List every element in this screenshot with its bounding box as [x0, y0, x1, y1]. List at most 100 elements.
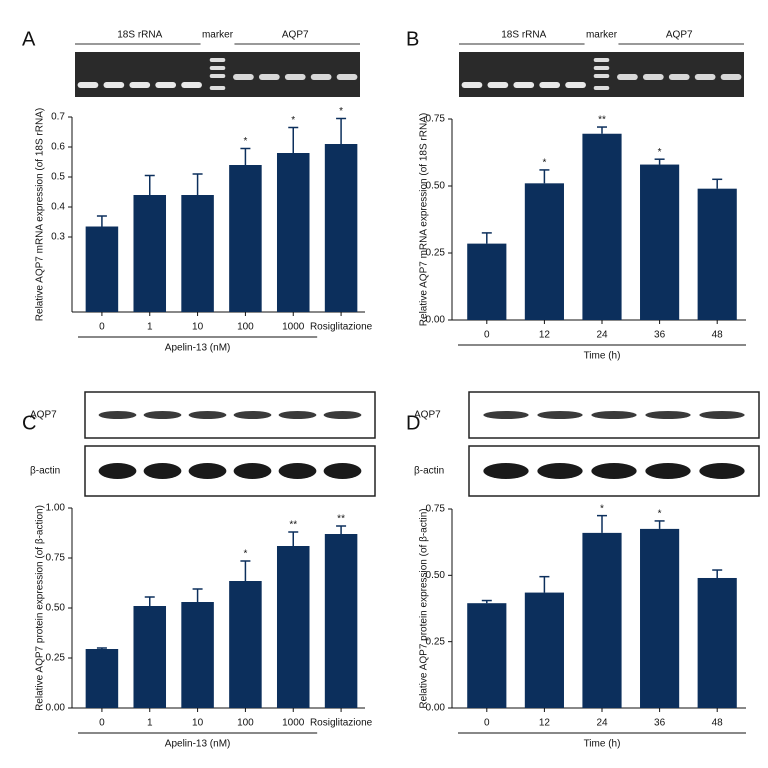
blot-band — [591, 411, 637, 419]
blot-band — [699, 463, 745, 479]
y-tick-label: 0.3 — [51, 232, 65, 243]
x-tick-label: 36 — [654, 330, 666, 341]
significance: * — [339, 106, 343, 117]
y-tick-label: 0.50 — [426, 181, 446, 192]
x-tick-label: 12 — [539, 330, 551, 341]
marker-band — [209, 86, 226, 90]
x-tick-label: 48 — [712, 330, 724, 341]
significance: * — [658, 147, 662, 158]
bar — [229, 581, 262, 708]
bar — [229, 165, 262, 312]
blot-band — [233, 463, 272, 479]
gel-label: AQP7 — [282, 30, 309, 41]
blot-band — [188, 463, 227, 479]
marker-band — [593, 86, 610, 90]
gel-band — [129, 82, 151, 88]
blot-band — [143, 411, 182, 419]
bar — [181, 195, 214, 312]
blot-band — [483, 411, 529, 419]
x-tick-label: 0 — [99, 322, 105, 333]
gel-band — [668, 74, 690, 80]
significance: * — [542, 158, 546, 169]
gel-band — [77, 82, 99, 88]
x-tick-label: 10 — [192, 718, 204, 729]
blot-band — [483, 463, 529, 479]
bar — [697, 577, 737, 708]
significance: * — [658, 509, 662, 520]
marker-band — [209, 66, 226, 70]
gel-label: marker — [586, 30, 618, 41]
gel-band — [461, 82, 483, 88]
x-tick-label: 1 — [147, 718, 153, 729]
bar — [697, 188, 737, 320]
y-tick-label: 0.00 — [426, 315, 446, 326]
x-axis-label: Apelin-13 (nM) — [165, 343, 231, 354]
bar — [85, 226, 119, 312]
y-tick-label: 0.25 — [46, 653, 66, 664]
bar — [524, 183, 564, 320]
x-tick-label: 0 — [484, 330, 490, 341]
y-tick-label: 0.00 — [426, 703, 446, 714]
x-tick-label: 24 — [596, 718, 608, 729]
blot-band — [233, 411, 272, 419]
blot-band — [591, 463, 637, 479]
blot-label: AQP7 — [414, 410, 441, 421]
gel-band — [565, 82, 586, 88]
x-tick-label: 12 — [539, 718, 551, 729]
x-tick-label: 36 — [654, 718, 666, 729]
x-tick-label: 1000 — [282, 718, 305, 729]
x-axis-label: Apelin-13 (nM) — [165, 739, 231, 750]
bar — [467, 603, 507, 708]
bar — [640, 528, 680, 708]
x-axis-label: Time (h) — [584, 739, 621, 750]
gel-band — [284, 74, 306, 80]
gel-band — [103, 82, 125, 88]
y-tick-label: 0.00 — [46, 703, 66, 714]
x-tick-label: 0 — [484, 718, 490, 729]
panel-letter: D — [406, 412, 420, 434]
x-tick-label: 48 — [712, 718, 724, 729]
blot-label: β-actin — [30, 466, 60, 477]
blot-label: β-actin — [414, 466, 444, 477]
y-axis-label: Relative AQP7 mRNA expression (of 18S rR… — [35, 108, 46, 321]
gel-band — [310, 74, 332, 80]
y-tick-label: 0.50 — [426, 570, 446, 581]
bar — [640, 164, 680, 320]
gel-band — [694, 74, 716, 80]
gel-label: 18S rRNA — [117, 30, 162, 41]
x-tick-label: Rosiglitazione — [310, 718, 373, 729]
bar — [133, 606, 167, 708]
gel-band — [642, 74, 664, 80]
x-tick-label: 100 — [237, 322, 254, 333]
significance: ** — [337, 514, 345, 525]
x-tick-label: 0 — [99, 718, 105, 729]
gel-band — [336, 74, 358, 80]
gel-band — [487, 82, 509, 88]
bar — [467, 243, 507, 320]
y-tick-label: 0.75 — [426, 504, 446, 515]
blot-band — [143, 463, 182, 479]
gel-band — [720, 74, 742, 80]
blot-band — [645, 411, 691, 419]
blot-band — [537, 411, 583, 419]
gel-band — [513, 82, 535, 88]
x-tick-label: 10 — [192, 322, 204, 333]
panel-letter: C — [22, 412, 36, 434]
x-tick-label: 100 — [237, 718, 254, 729]
blot-band — [188, 411, 227, 419]
x-tick-label: 1000 — [282, 322, 305, 333]
blot-band — [323, 463, 362, 479]
bar — [181, 602, 214, 708]
gel-band — [155, 82, 177, 88]
blot-label: AQP7 — [30, 410, 57, 421]
y-tick-label: 0.7 — [51, 112, 65, 123]
bar — [324, 144, 358, 312]
y-tick-label: 0.25 — [426, 636, 446, 647]
y-tick-label: 0.4 — [51, 202, 65, 213]
significance: * — [600, 503, 604, 514]
marker-band — [209, 58, 226, 62]
gel-label: 18S rRNA — [501, 30, 546, 41]
gel-band — [258, 74, 280, 80]
marker-band — [209, 74, 226, 78]
